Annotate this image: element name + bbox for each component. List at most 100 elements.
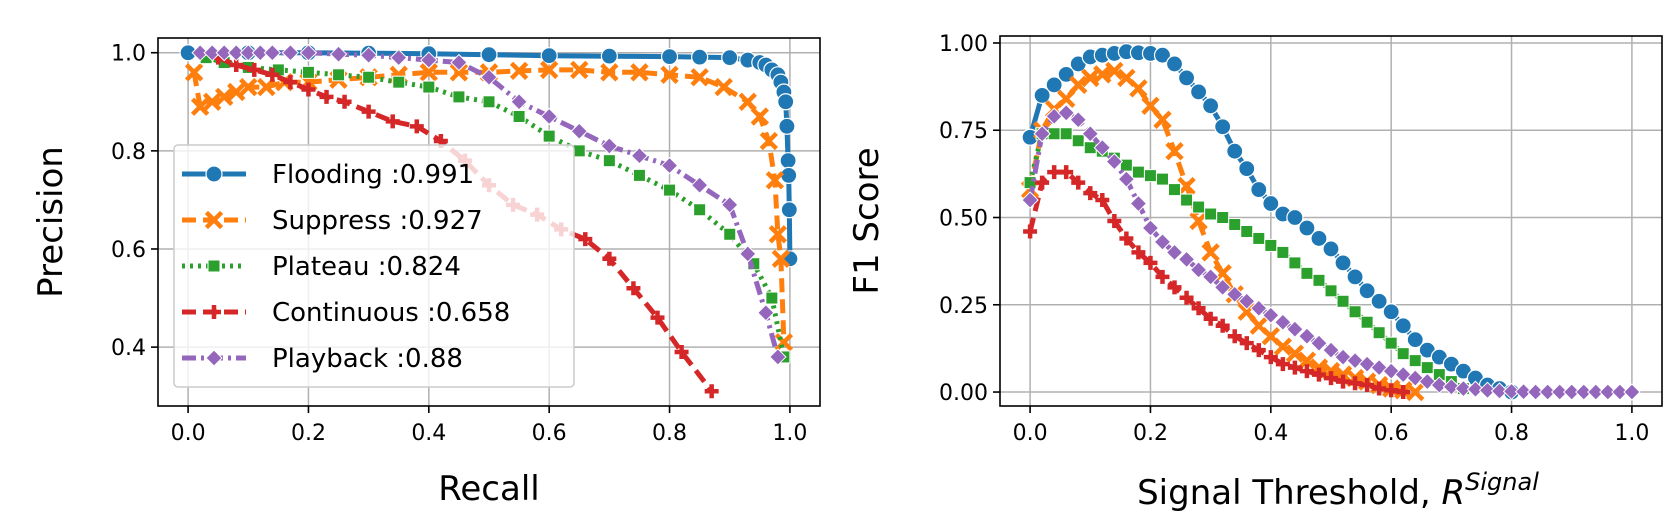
legend-item-flooding: Flooding :0.991: [182, 160, 474, 190]
data-point-playback: [281, 44, 300, 62]
data-point-playback: [757, 304, 775, 322]
data-point-playback: [1021, 191, 1039, 209]
y-axis-title: F1 Score: [847, 147, 887, 294]
x-tick-label: 0.6: [532, 421, 567, 446]
series-continuous: [211, 50, 719, 399]
data-point-plateau: [1300, 266, 1314, 280]
y-tick-label: 1.0: [111, 42, 146, 67]
data-point-playback: [1081, 125, 1099, 143]
data-point-playback: [1514, 382, 1533, 401]
data-point-playback: [1165, 243, 1184, 262]
data-point-playback: [1250, 299, 1268, 317]
series-flooding: [1021, 43, 1521, 401]
data-point-continuous: [361, 104, 376, 119]
data-point-playback: [1538, 383, 1557, 401]
x-tick-label: 0.4: [411, 421, 446, 446]
data-point-suppress: [509, 61, 529, 81]
y-tick-label: 0.25: [939, 294, 988, 319]
data-point-continuous: [1336, 374, 1351, 389]
data-point-suppress: [765, 171, 785, 190]
data-point-playback: [570, 122, 588, 140]
x-tick-label: 0.4: [1253, 421, 1288, 446]
data-point-continuous: [265, 67, 280, 82]
data-point-playback: [239, 44, 257, 62]
data-point-playback: [1611, 383, 1629, 401]
x-tick-label: 1.0: [772, 421, 807, 446]
y-axis-title: Precision: [31, 146, 71, 298]
data-point-suppress: [738, 92, 757, 111]
data-point-playback: [450, 53, 468, 72]
data-point-playback: [1117, 170, 1136, 188]
data-point-continuous: [1275, 357, 1290, 372]
data-point-continuous: [1167, 280, 1182, 295]
series-group: [1020, 43, 1641, 402]
data-point-suppress: [449, 63, 469, 82]
data-point-continuous: [602, 251, 617, 266]
series-suppress: [1020, 61, 1425, 402]
data-point-flooding: [1334, 254, 1352, 272]
series-line-plateau: [205, 55, 787, 358]
data-point-flooding: [1310, 229, 1328, 248]
data-point-playback: [1093, 138, 1112, 157]
data-point-plateau: [765, 291, 779, 305]
data-point-plateau: [1360, 315, 1374, 329]
data-point-flooding: [1202, 97, 1220, 115]
data-point-playback: [1550, 383, 1569, 401]
data-point-plateau: [301, 65, 315, 79]
data-point-plateau: [1372, 326, 1386, 340]
data-point-playback: [1201, 268, 1220, 286]
data-point-suppress: [1273, 337, 1293, 356]
data-point-playback: [1575, 383, 1593, 401]
data-point-plateau: [1059, 127, 1073, 141]
legend: Flooding :0.991 Suppress :0.927 Plateau :0…: [173, 144, 575, 388]
legend-label: Flooding :0.991: [272, 160, 474, 190]
data-point-plateau: [1348, 305, 1362, 319]
data-point-suppress: [1141, 96, 1160, 115]
data-point-continuous: [674, 345, 689, 360]
series-playback: [191, 44, 787, 366]
data-point-playback: [1430, 376, 1449, 394]
data-point-playback: [1262, 306, 1280, 324]
data-point-continuous: [650, 310, 665, 325]
data-point-suppress: [184, 63, 204, 82]
y-tick-label: 0.6: [111, 238, 146, 263]
data-point-flooding: [1226, 142, 1244, 160]
f1-threshold-chart: 0.0 0.2 0.4 0.6 0.8 1.0 0.000.250.500.751.00 …: [847, 32, 1663, 513]
data-point-continuous: [1047, 165, 1062, 180]
data-point-playback: [1213, 278, 1232, 297]
legend-label: Suppress :0.927: [272, 206, 483, 236]
data-point-plateau: [1180, 193, 1194, 207]
data-point-continuous: [1023, 224, 1038, 239]
data-point-continuous: [1203, 311, 1218, 326]
data-point-continuous: [704, 384, 719, 399]
data-point-suppress: [570, 60, 589, 80]
data-point-plateau: [1252, 231, 1266, 245]
series-suppress: [184, 60, 794, 352]
data-point-playback: [1298, 327, 1316, 345]
data-point-plateau: [1168, 183, 1182, 197]
legend-marker: [207, 259, 221, 273]
data-point-suppress: [419, 63, 438, 82]
data-point-continuous: [1227, 329, 1242, 344]
data-point-continuous: [1239, 336, 1254, 351]
data-point-playback: [215, 44, 233, 62]
data-point-plateau: [542, 129, 556, 143]
legend-item-continuous: Continuous :0.658: [182, 298, 510, 328]
data-point-continuous: [1107, 214, 1122, 228]
data-point-continuous: [319, 89, 334, 104]
data-point-playback: [1226, 285, 1244, 304]
data-point-playback: [390, 48, 408, 67]
data-point-playback: [1502, 382, 1521, 401]
data-point-playback: [1563, 383, 1581, 401]
data-point-flooding: [600, 47, 618, 65]
data-point-plateau: [1384, 336, 1398, 350]
data-point-playback: [1129, 194, 1148, 213]
y-axis-ticks: 0.4 0.6 0.8 1.0: [111, 42, 158, 361]
data-point-playback: [630, 147, 649, 165]
data-point-playback: [769, 348, 787, 366]
series-playback: [1021, 104, 1641, 401]
data-point-plateau: [512, 110, 526, 124]
data-point-suppress: [215, 87, 234, 107]
data-point-continuous: [1035, 175, 1050, 190]
